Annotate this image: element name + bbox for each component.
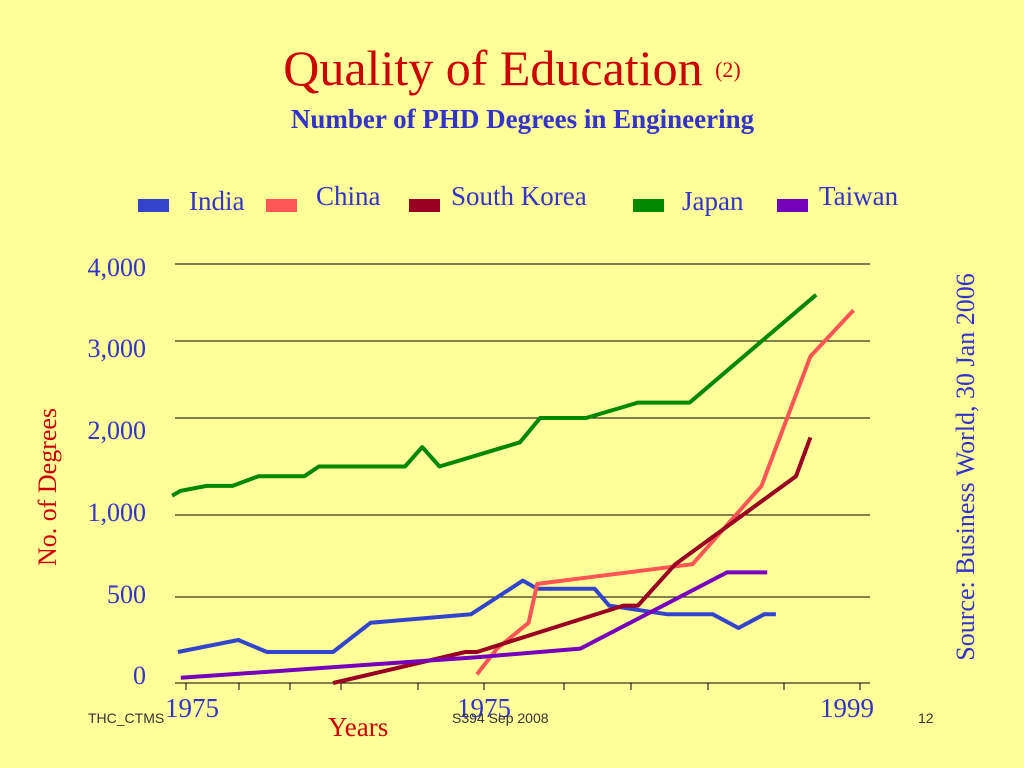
y-tick-label: 4,000 bbox=[87, 253, 147, 282]
legend-label-taiwan: Taiwan bbox=[819, 181, 899, 211]
series-line-south-korea bbox=[332, 436, 813, 685]
legend-label-japan: Japan bbox=[682, 186, 744, 216]
x-axis-label: Years bbox=[328, 712, 389, 742]
legend-label-china: China bbox=[316, 181, 381, 211]
y-tick-label: 3,000 bbox=[87, 334, 147, 363]
chart-subtitle: Number of PHD Degrees in Engineering bbox=[290, 104, 755, 134]
footer-center: S394 Sep 2008 bbox=[452, 710, 549, 726]
legend-label-south-korea: South Korea bbox=[451, 181, 587, 211]
series-line-china bbox=[475, 308, 855, 676]
x-tick-label: 1975 bbox=[165, 693, 219, 723]
y-tick-label: 500 bbox=[107, 580, 146, 609]
x-tick-label: 1999 bbox=[820, 693, 874, 723]
page-title-text: Quality of Education bbox=[283, 40, 703, 96]
page-title: Quality of Education (2) bbox=[0, 38, 1024, 100]
page-title-suffix: (2) bbox=[715, 57, 741, 82]
series-line-india bbox=[177, 578, 776, 654]
footer-right: 12 bbox=[918, 710, 934, 726]
series-line-taiwan bbox=[180, 570, 768, 680]
x-axis bbox=[175, 682, 870, 690]
y-tick-label: 2,000 bbox=[87, 416, 147, 445]
gridlines bbox=[175, 263, 870, 598]
x-tick-label: 1975 bbox=[457, 693, 511, 723]
legend-swatch-japan bbox=[633, 199, 664, 212]
y-tick-label: 0 bbox=[133, 661, 146, 690]
series-line-japan bbox=[171, 293, 818, 498]
footer-left: THC_CTMS bbox=[88, 710, 165, 726]
legend-swatch-south-korea bbox=[409, 199, 440, 212]
legend-swatch-china bbox=[266, 199, 297, 212]
series-lines bbox=[171, 293, 855, 685]
legend-swatch-india bbox=[138, 199, 169, 212]
legend-swatch-taiwan bbox=[777, 199, 808, 212]
y-tick-label: 1,000 bbox=[87, 498, 147, 527]
legend-label-india: India bbox=[189, 186, 245, 216]
